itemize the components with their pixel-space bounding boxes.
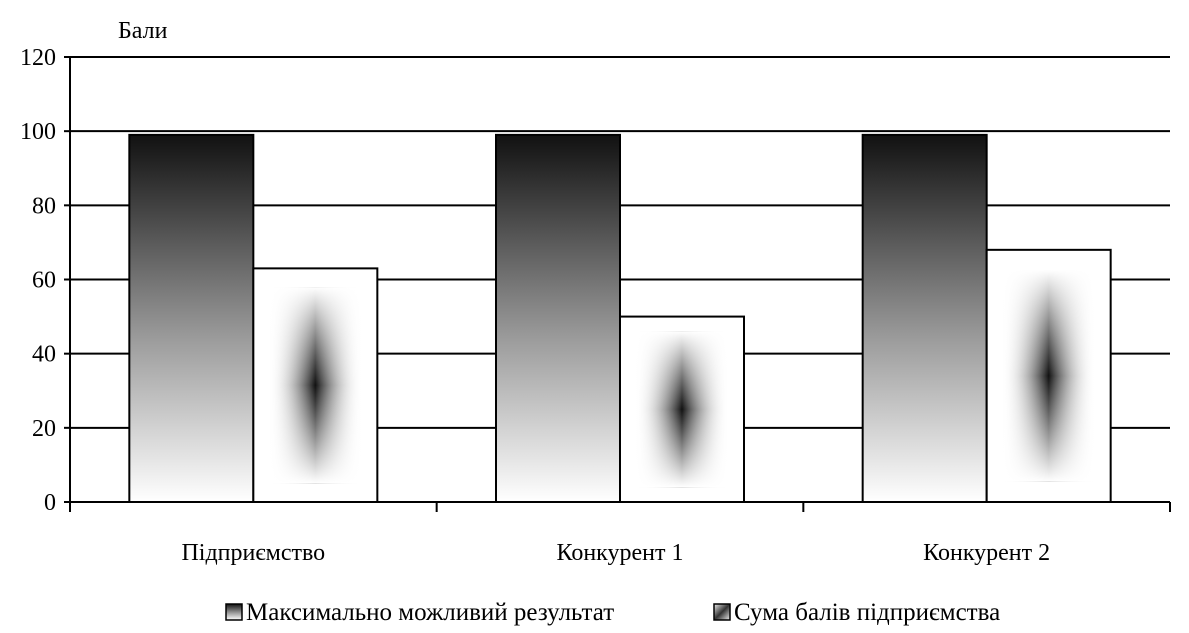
category-labels: Підприємство Конкурент 1 Конкурент 2 bbox=[181, 540, 1050, 566]
bar-max-result bbox=[495, 133, 621, 503]
y-tick-label: 80 bbox=[32, 193, 56, 219]
bars bbox=[128, 133, 1112, 504]
y-tick-label: 60 bbox=[32, 268, 56, 294]
legend-swatch-sum bbox=[713, 603, 731, 621]
category-label: Конкурент 1 bbox=[557, 540, 684, 566]
legend-label-sum: Сума балів підприємства bbox=[734, 599, 1000, 626]
y-tick-label: 40 bbox=[32, 342, 56, 368]
bar-max-result bbox=[128, 133, 255, 503]
y-tick-label: 120 bbox=[20, 45, 56, 71]
category-label: Підприємство bbox=[181, 540, 325, 566]
y-tick-label: 20 bbox=[32, 416, 56, 442]
bar-max-result bbox=[861, 133, 988, 503]
y-tick-label: 0 bbox=[44, 490, 56, 516]
legend-label-max: Максимально можливий результат bbox=[246, 599, 614, 626]
y-axis-ticks: 0 20 40 60 80 100 120 bbox=[20, 45, 70, 516]
bar-enterprise-sum bbox=[619, 315, 745, 504]
y-axis-title: Бали bbox=[118, 18, 168, 44]
category-label: Конкурент 2 bbox=[923, 540, 1050, 566]
bar-enterprise-sum bbox=[252, 267, 379, 503]
legend-swatch-max bbox=[225, 603, 243, 621]
bar-enterprise-sum bbox=[985, 248, 1112, 503]
x-axis-ticks bbox=[69, 502, 1171, 512]
legend: Максимально можливий результат Сума балі… bbox=[225, 599, 1000, 626]
y-tick-label: 100 bbox=[20, 119, 56, 145]
